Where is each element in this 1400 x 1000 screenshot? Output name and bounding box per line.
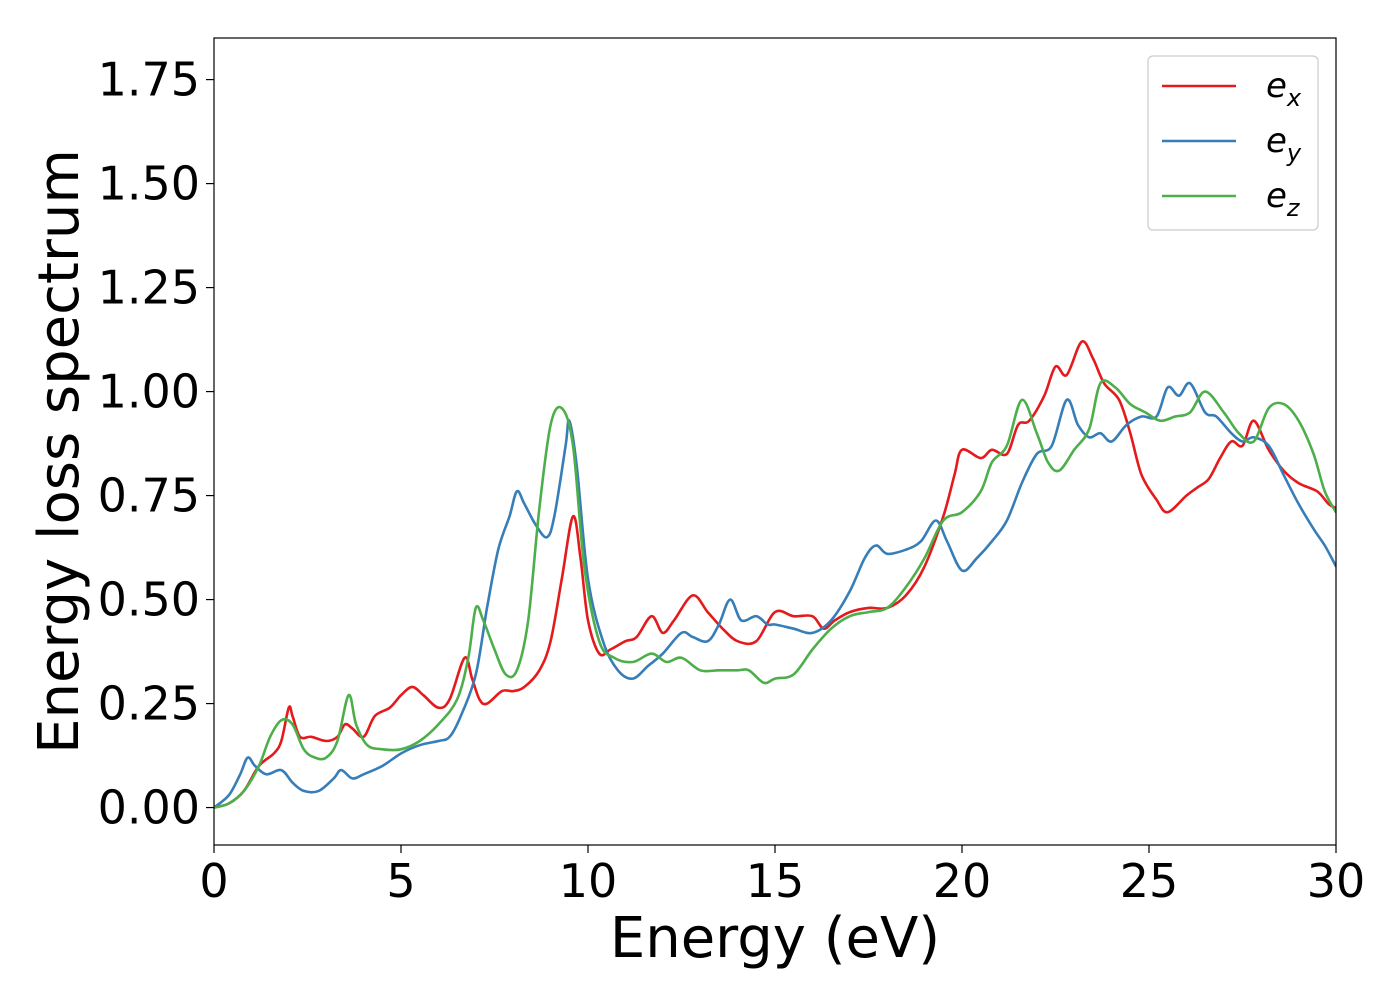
legend: ex ey ez: [1147, 55, 1319, 231]
series-line-ex: [214, 340, 1336, 809]
x-axis-ticks: 0 5 10 15 20 25 30: [199, 845, 1365, 908]
x-axis-title: Energy (eV): [610, 906, 940, 971]
y-axis-title: Energy loss spectrum: [27, 149, 92, 754]
y-tick-label: 1.50: [98, 157, 200, 211]
legend-label-ex: ex: [1266, 66, 1302, 112]
y-tick-label: 0.50: [98, 573, 200, 627]
x-tick-label: 0: [199, 854, 228, 908]
x-tick-label: 25: [1120, 854, 1179, 908]
x-tick-label: 30: [1307, 854, 1366, 908]
legend-label-ez: ez: [1266, 176, 1301, 222]
legend-label-ey: ey: [1266, 121, 1302, 167]
y-tick-label: 1.75: [98, 53, 200, 107]
x-tick-label: 10: [559, 854, 618, 908]
y-axis-ticks: 0.00 0.25 0.50 0.75 1.00 1.25 1.50 1.75: [98, 53, 214, 835]
x-tick-label: 15: [746, 854, 805, 908]
x-tick-label: 20: [933, 854, 992, 908]
series-line-ez: [214, 379, 1336, 809]
y-tick-label: 1.00: [98, 365, 200, 419]
x-tick-label: 5: [386, 854, 415, 908]
y-tick-label: 0.25: [98, 677, 200, 731]
y-tick-label: 0.75: [98, 469, 200, 523]
legend-box: [1147, 55, 1319, 231]
y-tick-label: 0.00: [98, 781, 200, 835]
series-lines: [214, 340, 1336, 809]
y-tick-label: 1.25: [98, 261, 200, 315]
series-line-ey: [214, 381, 1336, 809]
plot-area: [214, 340, 1336, 809]
